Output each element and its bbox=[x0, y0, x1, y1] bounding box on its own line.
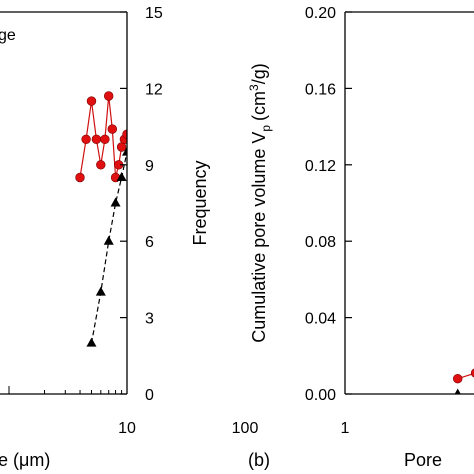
a-circle-point bbox=[75, 172, 85, 183]
a-circle-point bbox=[138, 351, 147, 360]
a-circle-point bbox=[96, 160, 106, 170]
a-circle-point bbox=[241, 390, 250, 399]
a-circle-point bbox=[127, 166, 136, 175]
a-triangle-point bbox=[240, 7, 250, 16]
a-triangle-point bbox=[116, 172, 127, 182]
a-circle-point bbox=[103, 91, 114, 101]
a-circle-point bbox=[132, 237, 141, 246]
panel-b-label: (b) bbox=[248, 450, 270, 470]
panel-a-plot-area bbox=[75, 7, 250, 399]
a-triangle-point bbox=[204, 7, 214, 16]
panel-a-axes: 0 3 6 9 12 15 10 100 bbox=[0, 5, 258, 437]
a-circle-point bbox=[187, 390, 196, 399]
a-triangle-point bbox=[103, 235, 114, 245]
a-circle-point bbox=[181, 390, 190, 399]
a-x-tick-label: 10 bbox=[118, 420, 136, 437]
a-right-y-tick-label: 9 bbox=[145, 158, 154, 175]
b-circle-point bbox=[470, 368, 474, 378]
a-circle-point bbox=[156, 390, 165, 399]
b-y-tick-label: 0.08 bbox=[305, 234, 336, 251]
a-triangle-point bbox=[122, 146, 127, 156]
panel-a-x-ticks: 10 100 bbox=[8, 386, 259, 437]
a-circle-point bbox=[107, 124, 118, 134]
panel-a-legend-label: ge bbox=[0, 27, 16, 44]
b-circle-series-line bbox=[457, 372, 474, 380]
a-triangle-point bbox=[131, 101, 141, 110]
a-right-y-tick-label: 15 bbox=[145, 5, 163, 22]
panel-b-y-axis-label: Cumulative pore volume Vp (cm3/g) bbox=[247, 63, 273, 343]
panel-b-y-axis-label-text: Cumulative pore volume V bbox=[249, 132, 269, 343]
panel-b-series bbox=[453, 368, 474, 394]
a-circle-point bbox=[140, 377, 149, 386]
panel-b-y-ticks: 0.00 0.04 0.08 0.12 0.16 0.20 bbox=[305, 5, 352, 404]
a-circle-point bbox=[229, 390, 238, 399]
a-circle-point bbox=[134, 275, 143, 284]
panel-b-y-axis-label-subscript: p bbox=[259, 125, 273, 132]
a-circle-point bbox=[207, 390, 216, 399]
a-triangle-point bbox=[95, 286, 106, 296]
a-triangle-point bbox=[178, 7, 188, 16]
panel-b-x-ticks: 1 bbox=[341, 386, 350, 437]
b-y-tick-label: 0.00 bbox=[305, 387, 336, 404]
b-y-tick-label: 0.12 bbox=[305, 158, 336, 175]
a-circle-point bbox=[222, 390, 231, 399]
a-circle-point bbox=[100, 134, 110, 145]
panel-b-x-axis-label: Pore bbox=[404, 450, 442, 470]
a-triangle-point bbox=[139, 45, 149, 54]
b-y-tick-label: 0.20 bbox=[305, 5, 336, 22]
a-right-y-tick-label: 3 bbox=[145, 311, 154, 328]
panel-b-y-axis-label-unit: (cm3/g) bbox=[247, 63, 269, 121]
a-circle-point bbox=[161, 390, 170, 399]
a-circle-series-line bbox=[79, 95, 127, 178]
a-circle-point bbox=[174, 390, 183, 399]
a-circle-point bbox=[81, 134, 91, 145]
b-x-tick-label: 1 bbox=[341, 420, 350, 437]
a-right-y-tick-label: 12 bbox=[145, 81, 163, 98]
panel-b: Cumulative pore volume Vp(cm3/g) 0.000.0… bbox=[247, 5, 474, 470]
a-right-y-tick-label: 6 bbox=[145, 234, 154, 251]
panel-b-axes: 0.00 0.04 0.08 0.12 0.16 0.20 1 bbox=[305, 5, 474, 437]
b-y-tick-label: 0.04 bbox=[305, 311, 336, 328]
b-y-tick-label: 0.16 bbox=[305, 81, 336, 98]
panel-b-plot-area bbox=[453, 368, 474, 394]
panel-a-right-y-axis-label: Frequency bbox=[190, 160, 210, 245]
a-x-tick-label: 100 bbox=[232, 420, 259, 437]
a-right-y-tick-label: 0 bbox=[145, 387, 154, 404]
b-circle-point bbox=[453, 374, 463, 384]
b-triangle-point bbox=[454, 388, 461, 394]
a-circle-point bbox=[130, 199, 139, 208]
a-circle-point bbox=[201, 390, 210, 399]
a-circle-point bbox=[91, 134, 102, 145]
a-circle-point bbox=[194, 390, 203, 399]
panel-a: 0 3 6 9 12 15 10 100 ge e (μm) Frequency bbox=[0, 5, 258, 470]
a-circle-point bbox=[214, 390, 223, 399]
a-circle-point bbox=[136, 313, 145, 322]
a-triangle-point bbox=[110, 197, 121, 207]
panel-a-series bbox=[75, 7, 250, 399]
a-circle-point bbox=[168, 390, 177, 399]
panel-a-x-axis-label: e (μm) bbox=[0, 450, 50, 470]
a-triangle-point bbox=[86, 337, 97, 347]
a-circle-point bbox=[86, 96, 97, 106]
panel-a-right-y-ticks: 0 3 6 9 12 15 bbox=[120, 5, 163, 404]
a-circle-point bbox=[235, 390, 244, 399]
